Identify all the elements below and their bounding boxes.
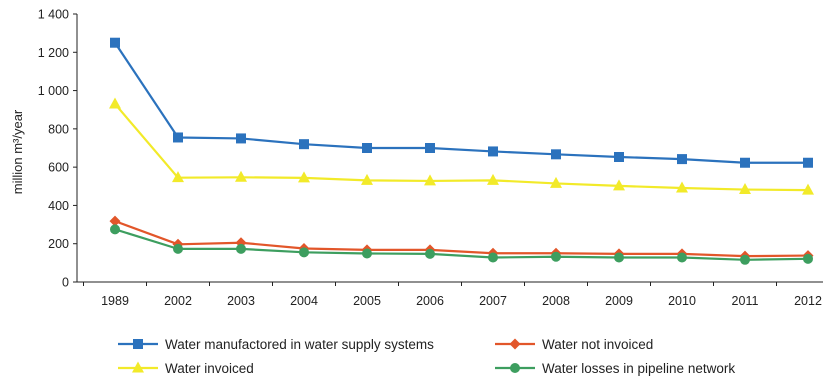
legend-label: Water not invoiced <box>542 337 653 352</box>
y-tick-label: 400 <box>48 199 69 213</box>
data-point <box>740 254 750 265</box>
data-point <box>425 248 435 259</box>
x-tick-label: 1989 <box>101 294 129 308</box>
y-axis: 0 200 400 600 800 1 000 1 200 1 400 <box>38 8 78 290</box>
legend-marker <box>510 363 520 373</box>
x-axis: 1989 2002 2003 2004 2005 2006 2007 2008 2009 2010… <box>77 281 823 308</box>
data-point <box>613 179 625 191</box>
x-tick-label: 2002 <box>164 294 192 308</box>
data-point <box>740 157 750 168</box>
series-2 <box>109 97 814 195</box>
data-point <box>110 37 120 48</box>
data-point <box>173 132 183 143</box>
legend-item: Water manufactored in water supply syste… <box>118 337 434 352</box>
data-point <box>739 183 751 195</box>
series-line <box>114 220 809 258</box>
data-point <box>614 252 624 263</box>
data-point <box>488 252 498 263</box>
data-point <box>299 139 309 150</box>
data-point <box>487 173 499 185</box>
y-tick-label: 1 400 <box>38 8 69 22</box>
x-tick-label: 2004 <box>290 294 318 308</box>
legend-item: Water losses in pipeline network <box>495 361 735 376</box>
legend-label: Water manufactored in water supply syste… <box>165 337 434 352</box>
legend-marker <box>132 361 144 373</box>
y-tick-label: 1 200 <box>38 46 69 60</box>
x-tick-label: 2012 <box>794 294 822 308</box>
data-point <box>361 173 373 185</box>
y-tick-label: 200 <box>48 237 69 251</box>
data-point <box>173 243 183 254</box>
series-line <box>114 42 808 164</box>
data-point <box>424 174 436 186</box>
data-point <box>362 143 372 153</box>
legend: Water manufactored in water supply syste… <box>118 337 735 376</box>
series-group <box>109 37 814 265</box>
x-tick-label: 2003 <box>227 294 255 308</box>
x-tick-label: 2005 <box>353 294 381 308</box>
data-point <box>236 133 246 144</box>
legend-label: Water invoiced <box>165 361 254 376</box>
legend-label: Water losses in pipeline network <box>542 361 735 376</box>
data-point <box>803 157 813 168</box>
y-tick-label: 600 <box>48 161 69 175</box>
legend-marker <box>133 339 143 349</box>
y-axis-label: million m³/year <box>10 109 25 194</box>
legend-item: Water invoiced <box>118 361 254 376</box>
y-tick-label: 0 <box>62 276 69 290</box>
x-tick-label: 2008 <box>542 294 570 308</box>
data-point <box>299 247 309 258</box>
x-tick-label: 2009 <box>605 294 633 308</box>
data-point <box>172 171 184 183</box>
data-point <box>110 224 120 235</box>
legend-marker <box>509 338 521 350</box>
data-point <box>677 154 687 165</box>
data-point <box>803 253 813 264</box>
data-point <box>362 248 372 259</box>
y-tick-label: 800 <box>48 122 69 136</box>
data-point <box>676 181 688 193</box>
data-point <box>802 183 814 195</box>
data-point <box>109 97 121 109</box>
data-point <box>614 151 624 162</box>
series-0 <box>110 37 813 168</box>
y-tick-label: 1 000 <box>38 84 69 98</box>
x-tick-label: 2007 <box>479 294 507 308</box>
x-tick-label: 2011 <box>732 294 759 308</box>
data-point <box>109 215 121 227</box>
data-point <box>551 149 561 160</box>
series-line <box>114 228 809 261</box>
series-3 <box>110 224 813 265</box>
data-point <box>298 171 310 183</box>
series-line <box>114 103 809 192</box>
data-point <box>425 143 435 153</box>
data-point <box>235 170 247 182</box>
data-point <box>551 251 561 262</box>
x-tick-label: 2010 <box>668 294 696 308</box>
data-point <box>550 176 562 188</box>
data-point <box>236 243 246 254</box>
data-point <box>488 146 498 157</box>
legend-item: Water not invoiced <box>495 337 653 352</box>
x-tick-label: 2006 <box>416 294 444 308</box>
data-point <box>677 252 687 263</box>
